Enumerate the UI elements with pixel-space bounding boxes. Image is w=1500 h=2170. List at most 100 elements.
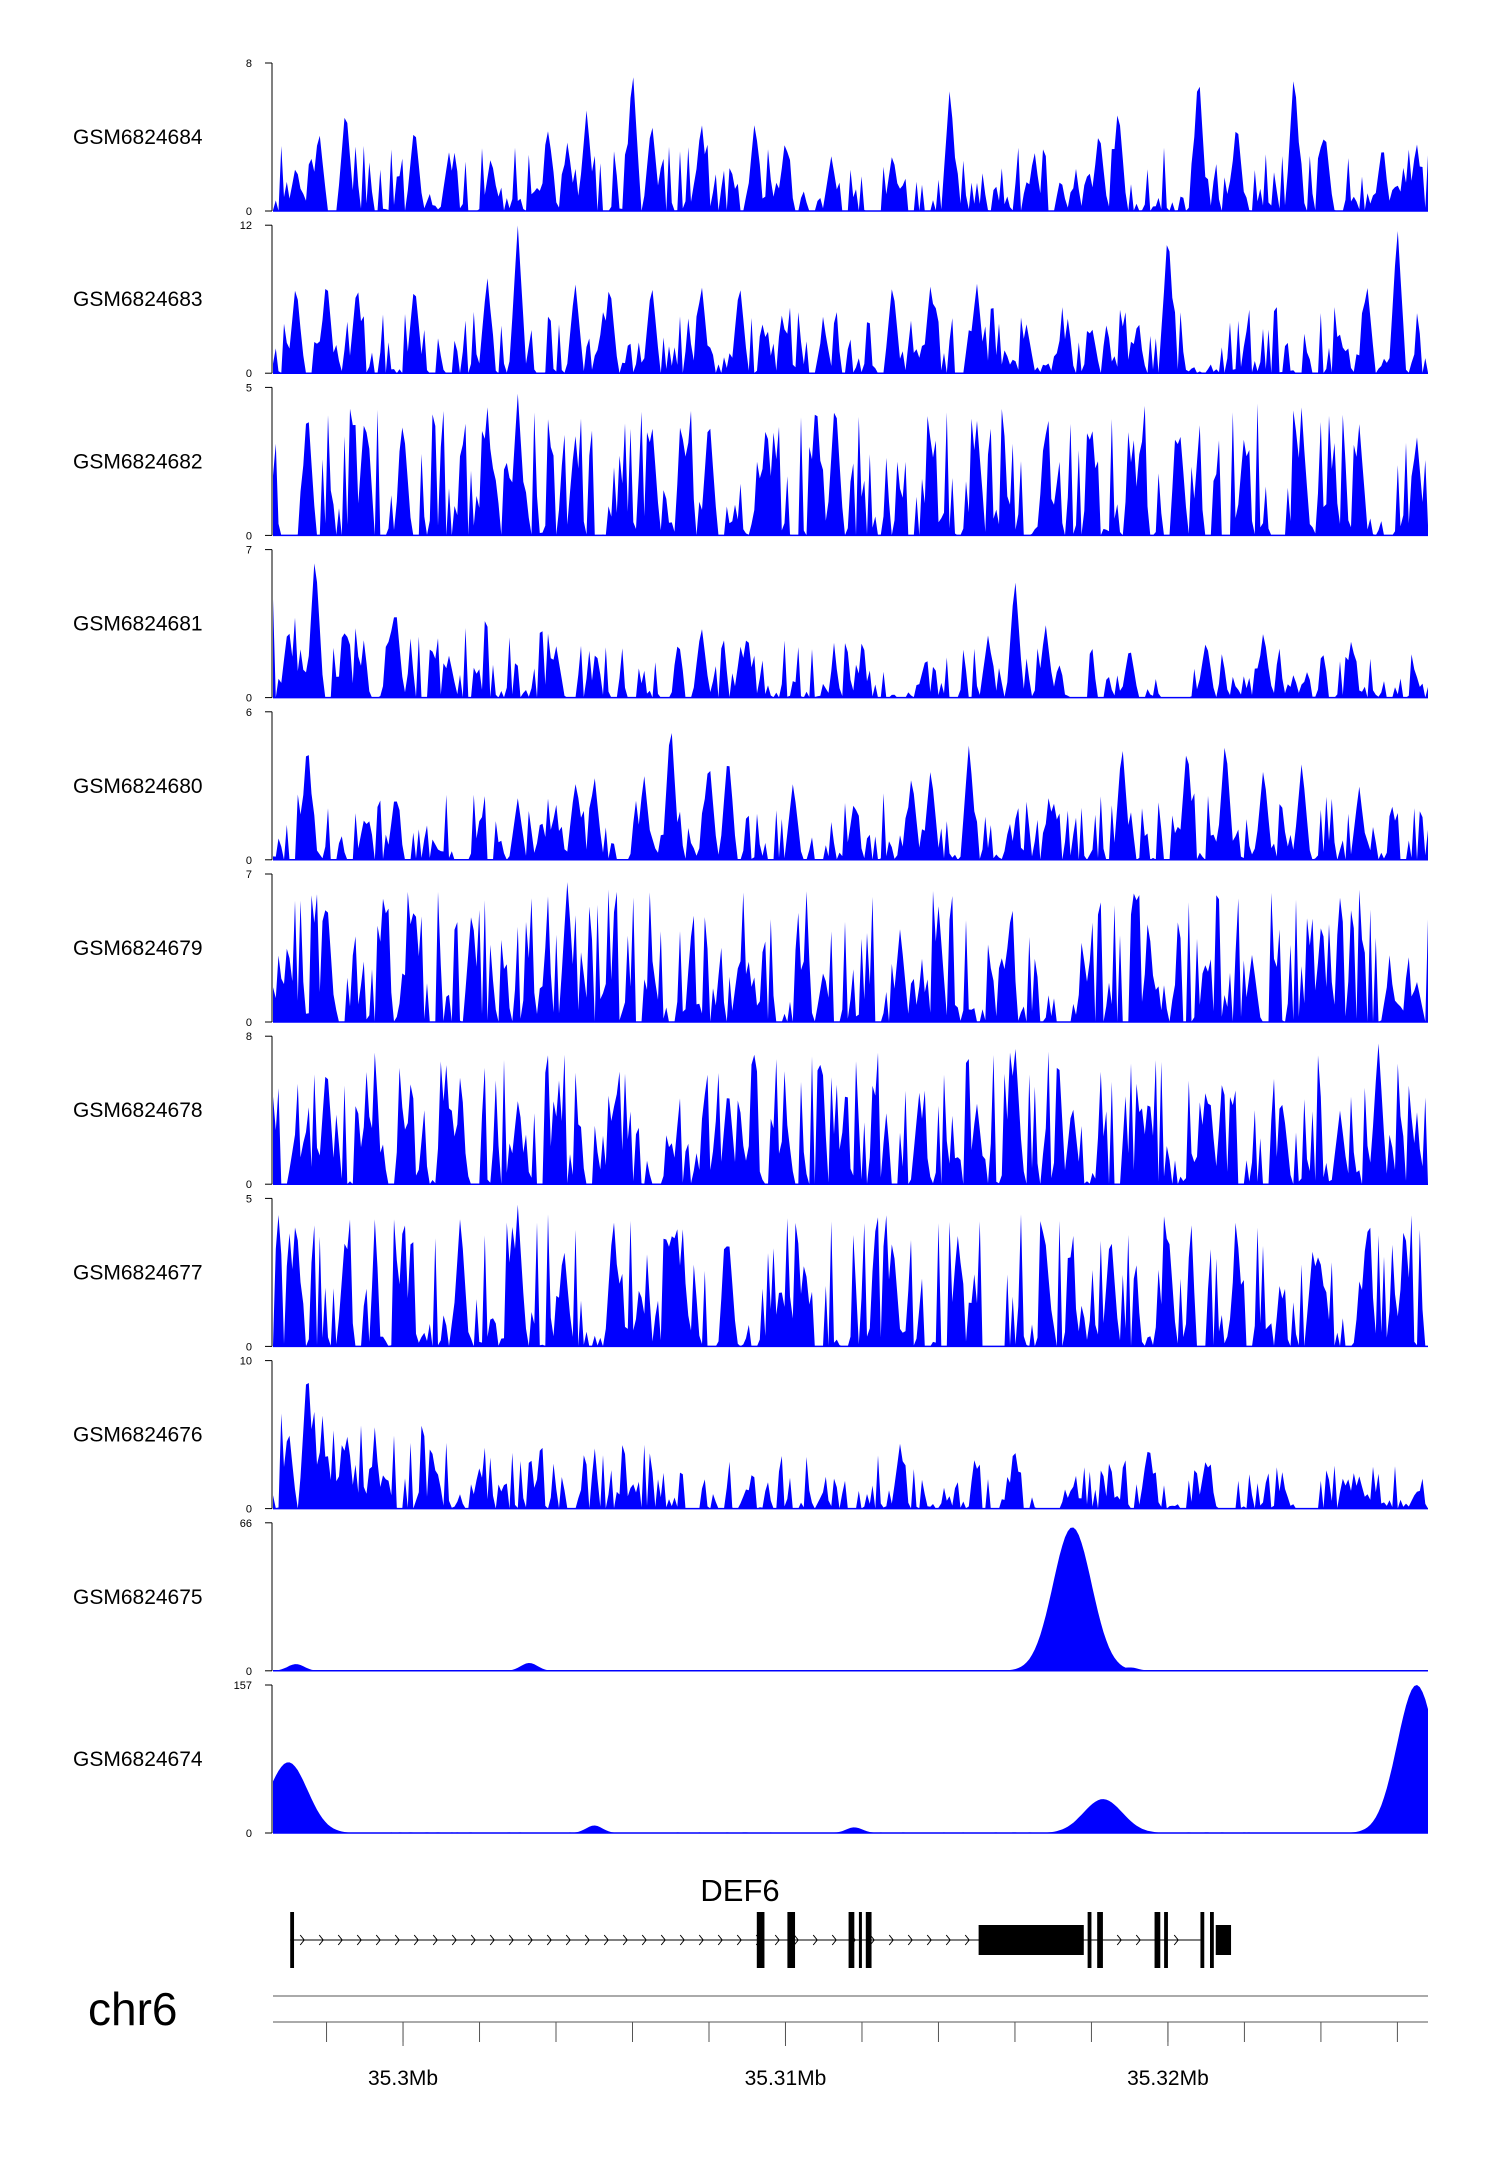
strand-arrow [831,1934,837,1946]
strand-arrow [1173,1934,1179,1946]
gene-annotation-track: DEF6 [290,1873,1232,1968]
track-GSM6824680: GSM6824680 6 0 [73,707,1428,867]
gene-label: DEF6 [700,1873,779,1908]
strand-arrow [812,1934,818,1946]
track-GSM6824677: GSM6824677 5 0 [73,1193,1428,1353]
strand-arrow [907,1934,913,1946]
coverage-area [273,882,1428,1022]
strand-arrow [584,1934,590,1946]
track-GSM6824681: GSM6824681 7 0 [73,545,1428,705]
y-min-label: 0 [246,368,252,380]
strand-arrow [793,1934,799,1946]
exon [1154,1912,1161,1968]
coverage-area [273,563,1428,698]
exon [787,1912,796,1968]
strand-arrow [736,1934,742,1946]
strand-arrow [413,1934,419,1946]
strand-arrow [318,1934,324,1946]
strand-arrow [622,1934,628,1946]
track-label: GSM6824678 [73,1099,203,1122]
strand-arrow [489,1934,495,1946]
track-label: GSM6824680 [73,775,203,798]
strand-arrow [945,1934,951,1946]
coverage-area [273,1043,1428,1185]
strand-arrow [337,1934,343,1946]
y-max-label: 8 [246,1031,252,1043]
exon [290,1912,295,1968]
exon [1164,1912,1168,1968]
coverage-area [273,1204,1428,1347]
strand-arrow [774,1934,780,1946]
track-GSM6824675: GSM6824675 66 0 [73,1518,1428,1678]
y-max-label: 66 [240,1518,252,1530]
track-GSM6824684: GSM6824684 8 0 [73,58,1428,218]
y-max-label: 157 [234,1680,252,1692]
exon [978,1925,1084,1955]
track-label: GSM6824676 [73,1424,203,1447]
track-GSM6824674: GSM6824674 157 0 [73,1680,1428,1840]
axis-tick-label: 35.32Mb [1127,2067,1209,2090]
y-max-label: 5 [246,382,252,394]
y-min-label: 0 [246,1666,252,1678]
coverage-area [273,225,1428,374]
exon [1200,1912,1205,1968]
coverage-tracks: GSM682468480GSM6824683120GSM682468250GSM… [73,58,1428,1840]
strand-arrow [546,1934,552,1946]
y-max-label: 10 [240,1356,252,1368]
y-max-label: 7 [246,869,252,881]
y-max-label: 12 [240,220,252,232]
coverage-area [273,1383,1428,1509]
strand-arrow [527,1934,533,1946]
strand-arrow [508,1934,514,1946]
strand-arrow [1135,1934,1141,1946]
track-label: GSM6824675 [73,1586,203,1609]
track-label: GSM6824674 [73,1748,203,1771]
strand-arrow [356,1934,362,1946]
y-min-label: 0 [246,1504,252,1516]
y-min-label: 0 [246,206,252,218]
chromosome-label: chr6 [88,1983,177,2035]
track-label: GSM6824683 [73,288,203,311]
track-label: GSM6824677 [73,1261,203,1284]
strand-arrow [660,1934,666,1946]
exon [1097,1912,1103,1968]
strand-arrow [641,1934,647,1946]
track-label: GSM6824682 [73,450,203,473]
strand-arrow [451,1934,457,1946]
coverage-area [273,77,1428,211]
y-min-label: 0 [246,1179,252,1191]
track-label: GSM6824681 [73,613,203,636]
exon [756,1912,765,1968]
y-min-label: 0 [246,530,252,542]
y-min-label: 0 [246,1341,252,1353]
strand-arrow [964,1934,970,1946]
strand-arrow [470,1934,476,1946]
exon [1087,1912,1092,1968]
y-max-label: 5 [246,1193,252,1205]
track-GSM6824676: GSM6824676 10 0 [73,1356,1428,1516]
track-GSM6824682: GSM6824682 5 0 [73,382,1428,542]
strand-arrow [394,1934,400,1946]
track-GSM6824683: GSM6824683 12 0 [73,220,1428,380]
strand-arrow [432,1934,438,1946]
coverage-area [273,393,1428,536]
exon [848,1912,855,1968]
coverage-area [273,1527,1428,1671]
strand-arrow [299,1934,305,1946]
strand-arrow [375,1934,381,1946]
axis-tick-label: 35.31Mb [745,2067,827,2090]
coverage-area [273,733,1428,860]
track-label: GSM6824679 [73,937,203,960]
strand-arrow [717,1934,723,1946]
strand-arrow [1116,1934,1122,1946]
coverage-area [273,1685,1428,1833]
y-max-label: 8 [246,58,252,70]
y-min-label: 0 [246,1828,252,1840]
y-min-label: 0 [246,693,252,705]
y-max-label: 6 [246,707,252,719]
track-label: GSM6824684 [73,126,203,149]
track-GSM6824679: GSM6824679 7 0 [73,869,1428,1029]
exon [858,1912,862,1968]
strand-arrow [926,1934,932,1946]
